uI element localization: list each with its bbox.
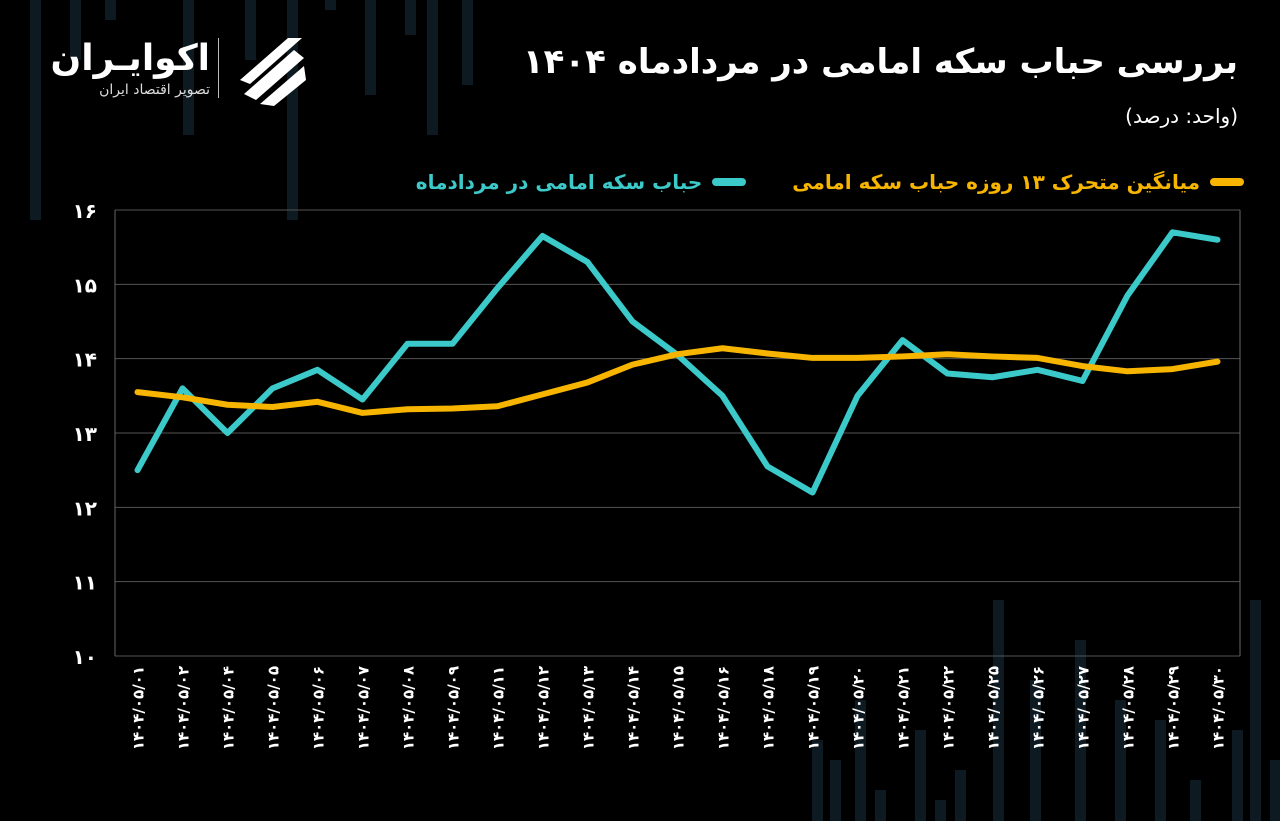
x-tick-label: ۱۴۰۴/۰۵/۲۸ [1120,666,1138,750]
bg-candle [915,730,926,821]
y-tick-label: ۱۴ [73,348,97,372]
bg-candle [287,0,298,220]
bg-candle [365,0,376,95]
x-tick-label: ۱۴۰۴/۰۵/۱۶ [715,666,733,750]
y-tick-label: ۱۲ [73,496,97,520]
x-tick-label: ۱۴۰۴/۰۵/۰۶ [310,666,328,750]
y-tick-label: ۱۳ [73,422,97,446]
bg-candle [1270,760,1280,821]
bg-candle [1155,720,1166,821]
chart-title: بررسی حباب سکه امامی در مردادماه ۱۴۰۴ [522,42,1238,82]
logo-divider [218,38,219,98]
legend: میانگین متحرک ۱۳ روزه حباب سکه امامی حبا… [416,170,1244,194]
bg-candle [245,0,256,60]
x-tick-label: ۱۴۰۴/۰۵/۱۳ [580,666,598,750]
x-tick-label: ۱۴۰۴/۰۵/۲۷ [1075,666,1093,750]
logo-tagline: تصویر اقتصاد ایران [99,82,210,98]
legend-label-bubble: حباب سکه امامی در مردادماه [415,170,703,194]
bg-candle [1075,640,1086,821]
bg-candle [935,800,946,821]
x-tick-label: ۱۴۰۴/۰۵/۰۷ [355,666,373,750]
x-tick-label: ۱۴۰۴/۰۵/۱۱ [490,666,508,750]
y-tick-label: ۱۶ [73,199,97,223]
bg-candle [1115,700,1126,821]
legend-label-moving-average: میانگین متحرک ۱۳ روزه حباب سکه امامی [792,170,1200,194]
bg-candle [955,770,966,821]
bg-candle [1190,780,1201,821]
x-tick-label: ۱۴۰۴/۰۵/۱۴ [625,666,643,750]
bg-candle [993,600,1004,821]
bg-candle [427,0,438,135]
bg-candle [183,0,194,135]
bg-candle [812,740,823,821]
x-tick-label: ۱۴۰۴/۰۵/۰۲ [175,666,193,750]
bg-candle [70,0,81,60]
x-tick-label: ۱۴۰۴/۰۵/۱۹ [805,666,823,750]
x-tick-label: ۱۴۰۴/۰۵/۲۵ [985,666,1003,750]
legend-swatch-bubble [712,178,747,186]
x-tick-label: ۱۴۰۴/۰۵/۱۲ [535,666,553,750]
bg-candle [1250,600,1261,821]
y-tick-label: ۱۰ [73,645,97,669]
x-tick-label: ۱۴۰۴/۰۵/۳۰ [1210,666,1228,750]
bg-candle [30,0,41,220]
x-tick-label: ۱۴۰۴/۰۵/۱۸ [760,666,778,750]
bg-candle [855,700,866,821]
bg-candle [1030,680,1041,821]
x-tick-label: ۱۴۰۴/۰۵/۱۵ [670,666,688,750]
bg-candle [875,790,886,821]
bg-candle [105,0,116,20]
x-tick-label: ۱۴۰۴/۰۵/۰۸ [400,666,418,750]
bg-candle [405,0,416,35]
logo-name: اکوایـران [50,38,210,79]
logo: اکوایـران تصویر اقتصاد ایران [50,30,320,110]
x-tick-label: ۱۴۰۴/۰۵/۲۱ [895,666,913,750]
bg-candle [325,0,336,10]
bg-candle [830,760,841,821]
x-tick-label: ۱۴۰۴/۰۵/۰۹ [445,666,463,750]
y-tick-label: ۱۵ [73,273,97,297]
x-tick-label: ۱۴۰۴/۰۵/۰۱ [130,666,148,750]
x-tick-label: ۱۴۰۴/۰۵/۰۴ [220,666,238,750]
bg-candle [462,0,473,85]
x-tick-label: ۱۴۰۴/۰۵/۰۵ [265,666,283,750]
y-tick-label: ۱۱ [73,571,97,595]
x-tick-label: ۱۴۰۴/۰۵/۲۰ [850,666,868,750]
logo-mark-icon [240,38,306,106]
bg-candle [1232,730,1243,821]
x-tick-label: ۱۴۰۴/۰۵/۲۲ [940,666,958,750]
x-tick-label: ۱۴۰۴/۰۵/۲۹ [1165,666,1183,750]
chart-unit: (واحد: درصد) [1125,104,1238,128]
legend-swatch-moving-average [1210,178,1244,186]
x-tick-label: ۱۴۰۴/۰۵/۲۶ [1030,666,1048,750]
